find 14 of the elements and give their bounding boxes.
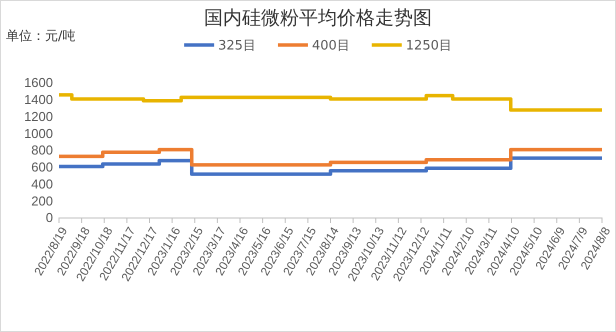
y-tick-label: 800 <box>31 142 53 158</box>
y-tick-label: 200 <box>31 193 53 208</box>
text: 单位：元/吨 <box>6 29 76 44</box>
legend-label: 400目 <box>312 38 350 54</box>
y-tick-label: 1400 <box>24 92 53 108</box>
y-tick-label: 1000 <box>24 126 53 141</box>
legend-label: 325目 <box>218 38 256 54</box>
y-tick-label: 1600 <box>24 75 53 90</box>
chart-title: 国内硅微粉平均价格走势图 <box>204 7 432 29</box>
y-tick-label: 0 <box>46 210 53 226</box>
legend-label: 1250目 <box>406 38 452 54</box>
y-tick-label: 400 <box>31 176 53 192</box>
y-tick-label: 1200 <box>24 108 53 124</box>
y-tick-label: 600 <box>31 160 53 175</box>
